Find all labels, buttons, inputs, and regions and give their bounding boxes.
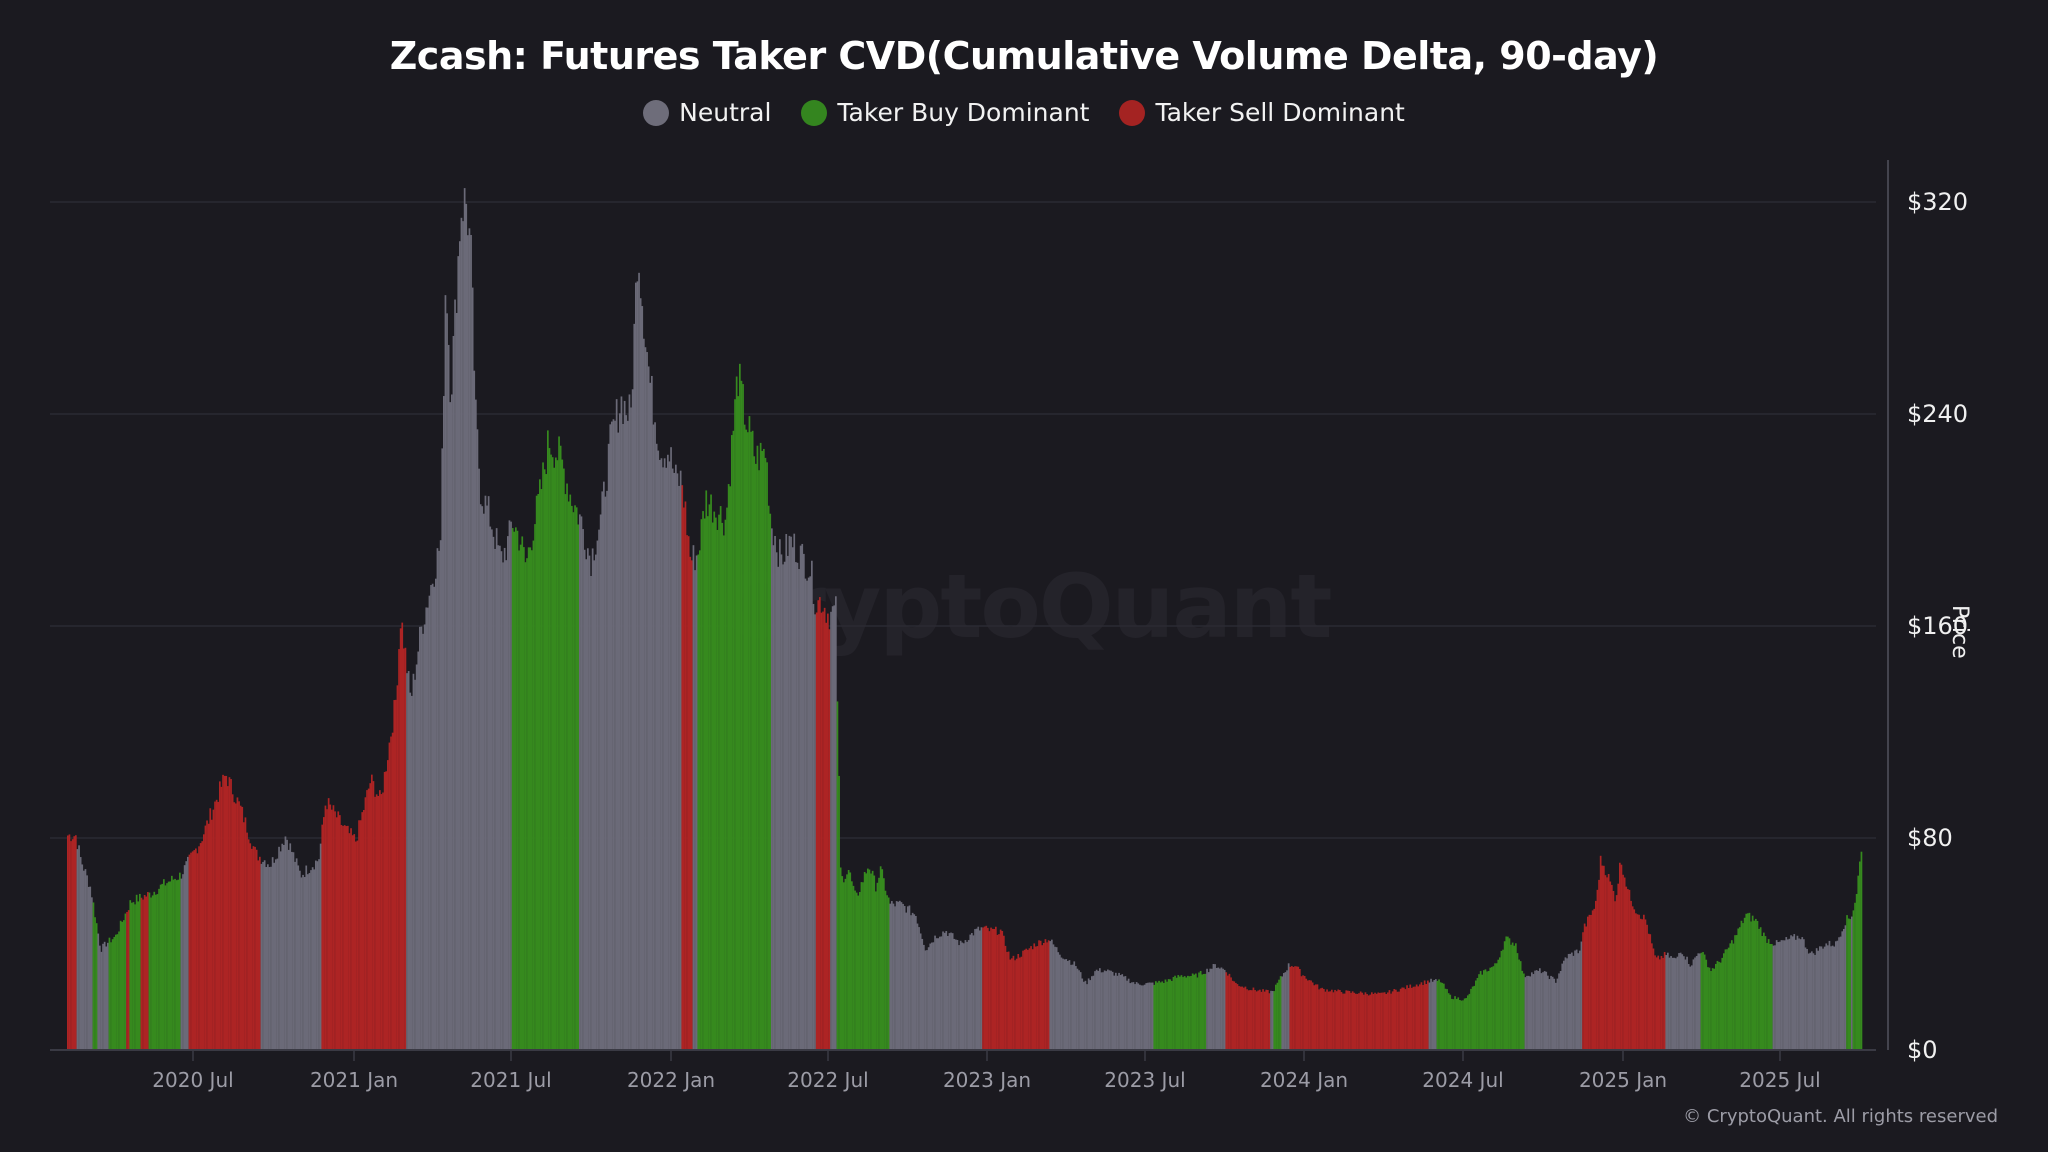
y-tick-240: $240	[1907, 400, 1969, 428]
chart-title: Zcash: Futures Taker CVD(Cumulative Volu…	[389, 34, 1659, 78]
legend: Neutral Taker Buy Dominant Taker Sell Do…	[0, 98, 2048, 127]
y-axis-label: Price	[1947, 605, 1972, 659]
x-tick-label: 2025 Jan	[1578, 1068, 1668, 1092]
gridlines	[50, 201, 1876, 839]
legend-label: Taker Sell Dominant	[1155, 98, 1405, 127]
x-tick-marks	[192, 1050, 1781, 1061]
legend-label: Taker Buy Dominant	[837, 98, 1090, 127]
legend-label: Neutral	[679, 98, 772, 127]
buy-dot-icon	[801, 99, 828, 126]
legend-item-neutral[interactable]: Neutral	[643, 98, 771, 127]
x-tick-label: 2025 Jul	[1739, 1068, 1821, 1092]
x-tick-label: 2023 Jul	[1104, 1068, 1186, 1092]
x-tick-label: 2024 Jul	[1422, 1068, 1504, 1092]
x-tick-label: 2024 Jan	[1259, 1068, 1349, 1092]
y-tick-0: $0	[1907, 1036, 1938, 1064]
x-tick-label: 2022 Jul	[787, 1068, 869, 1092]
y-tick-320: $320	[1907, 188, 1969, 216]
x-tick-label: 2020 Jul	[152, 1068, 234, 1092]
price-bars	[67, 188, 1863, 1051]
x-tick-label: 2022 Jan	[626, 1068, 716, 1092]
legend-item-taker-buy[interactable]: Taker Buy Dominant	[801, 98, 1089, 127]
sell-dot-icon	[1119, 99, 1146, 126]
neutral-dot-icon	[643, 99, 670, 126]
x-tick-label: 2021 Jan	[309, 1068, 399, 1092]
y-tick-80: $80	[1907, 824, 1953, 852]
legend-item-taker-sell[interactable]: Taker Sell Dominant	[1119, 98, 1405, 127]
copyright-notice: © CryptoQuant. All rights reserved	[1683, 1106, 1998, 1127]
y-tick-160: $160	[1907, 612, 1969, 640]
x-tick-label: 2021 Jul	[470, 1068, 552, 1092]
x-tick-label: 2023 Jan	[942, 1068, 1032, 1092]
